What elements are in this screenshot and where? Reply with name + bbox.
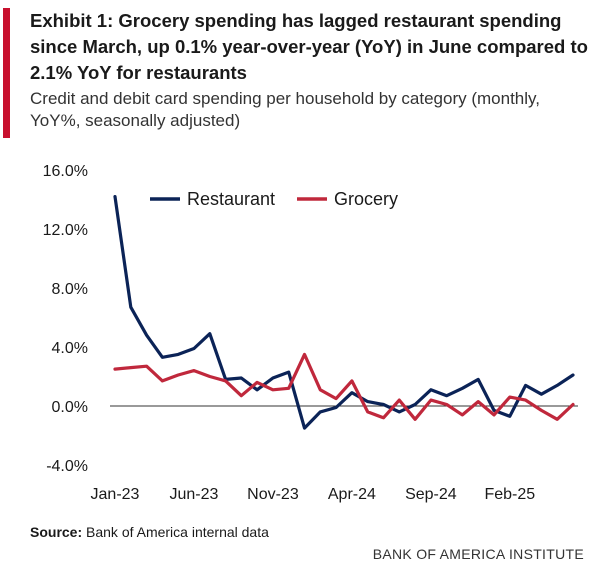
y-tick-label: 8.0% [52, 281, 88, 298]
x-tick-label: Sep-24 [405, 486, 457, 503]
y-tick-label: 4.0% [52, 340, 88, 357]
x-tick-label: Jun-23 [170, 486, 219, 503]
y-tick-label: -4.0% [46, 458, 88, 475]
source-text: Bank of America internal data [86, 524, 269, 540]
x-tick-label: Nov-23 [247, 486, 299, 503]
legend-label-restaurant: Restaurant [187, 189, 275, 209]
accent-bar [3, 8, 10, 138]
legend-label-grocery: Grocery [334, 189, 398, 209]
y-tick-label: 0.0% [52, 399, 88, 416]
line-chart: 16.0% 12.0% 8.0% 4.0% 0.0% -4.0%Jan-23 Jun-23 N… [43, 163, 578, 503]
x-tick-label: Jan-23 [91, 486, 140, 503]
brand-logo-text: BANK OF AMERICA INSTITUTE [372, 546, 584, 562]
series-line-restaurant [113, 195, 575, 430]
y-tick-label: 16.0% [43, 163, 88, 180]
x-tick-label: Apr-24 [328, 486, 376, 503]
x-tick-label: Feb-25 [484, 486, 535, 503]
source-note: Source: Bank of America internal data [30, 524, 269, 540]
chart-title: Exhibit 1: Grocery spending has lagged r… [30, 10, 588, 83]
source-label: Source: [30, 524, 83, 540]
series-line-grocery [113, 352, 575, 421]
chart-subtitle: Credit and debit card spending per house… [30, 89, 540, 130]
y-tick-label: 12.0% [43, 222, 88, 239]
